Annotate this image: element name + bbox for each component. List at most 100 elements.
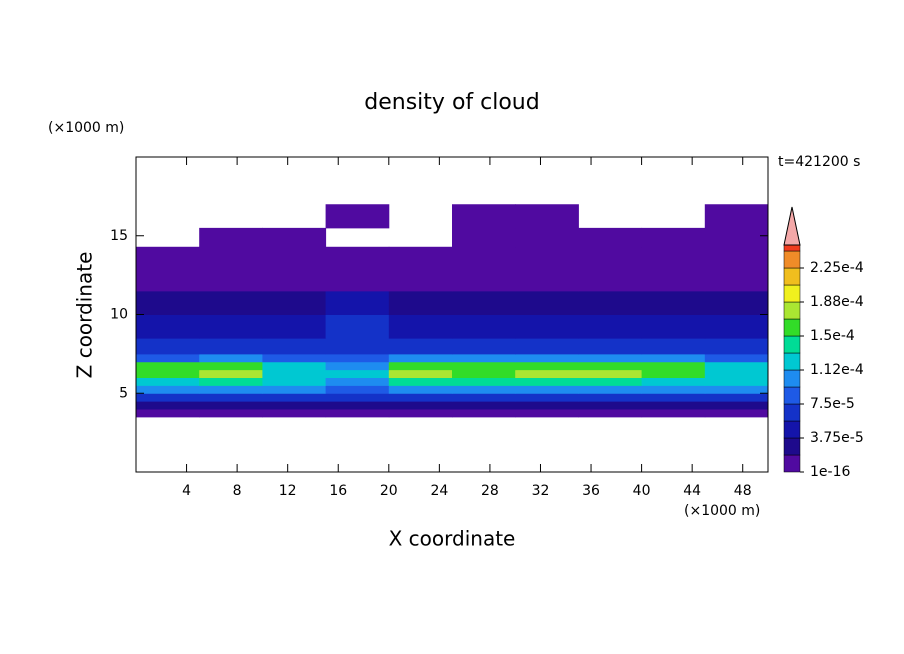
x-tick-label: 16 [329,483,347,499]
contour-cell [704,409,769,418]
contour-cell [136,377,200,386]
x-unit: (×1000 m) [684,503,760,519]
contour-cell [199,290,263,315]
contour-cell [641,246,706,292]
contour-cell [388,401,453,410]
contour-cell [325,369,390,378]
contour-cell [136,338,200,355]
contour-cell [262,314,327,339]
contour-cell [325,377,390,386]
x-tick-label: 28 [481,483,499,499]
contour-cell [515,353,579,363]
contour-cell [641,369,706,378]
contour-cell [515,290,579,315]
colorbar-overflow [783,206,801,246]
contour-cell [452,361,516,371]
contour-cell [704,204,769,229]
contour-cell [452,204,516,229]
contour-cell [388,385,453,394]
contour-cell [262,385,327,394]
x-tick-label: 24 [430,483,448,499]
contour-cell [136,361,200,371]
contour-cell [641,353,706,363]
contour-cell [704,361,769,371]
contour-cell [578,246,643,292]
y-tick-label: 10 [110,307,128,323]
contour-cell [704,385,769,394]
y-axis-title: Z coordinate [73,252,97,379]
contour-cell [199,227,263,248]
chart-title: density of cloud [364,90,539,115]
contour-cell [641,338,706,355]
colorbar-tick-label: 1.5e-4 [810,328,855,344]
contour-cell [325,393,390,402]
colorbar-band [783,267,801,286]
contour-cell [515,361,579,371]
contour-cell [199,409,263,418]
contour-cell [388,369,453,378]
contour-cell [325,409,390,418]
contour-cell [199,338,263,355]
contour-cell [262,393,327,402]
contour-cell [452,377,516,386]
contour-cell [641,361,706,371]
colorbar-band [783,301,801,320]
contour-cell [325,361,390,371]
colorbar-tick-label: 2.25e-4 [810,260,864,276]
contour-cell [388,290,453,315]
contour-cell [515,393,579,402]
contour-cell [452,314,516,339]
contour-cell [704,227,769,248]
contour-cell [325,338,390,355]
contour-cell [136,393,200,402]
contour-cell [515,377,579,386]
contour-cell [388,393,453,402]
colorbar-band [783,420,801,439]
contour-cell [641,314,706,339]
contour-cell [578,409,643,418]
contour-cell [199,361,263,371]
contour-cell [136,385,200,394]
x-tick-label: 20 [380,483,398,499]
contour-cell [199,314,263,339]
contour-cell [641,393,706,402]
contour-cell [578,361,643,371]
contour-cell [515,314,579,339]
x-axis-title: X coordinate [389,527,516,551]
contour-cell [199,353,263,363]
contour-cell [578,377,643,386]
contour-cell [325,385,390,394]
colorbar-band [783,244,801,252]
contour-cell [704,353,769,363]
contour-cell [641,377,706,386]
x-tick-label: 12 [279,483,297,499]
y-tick-label: 5 [119,385,128,401]
contour-cell [388,409,453,418]
contour-cell [704,393,769,402]
contour-cell [262,361,327,371]
colorbar-band [783,250,801,269]
contour-cell [262,369,327,378]
contour-cell [452,409,516,418]
contour-cell [136,246,200,292]
contour-cell [199,401,263,410]
contour-cell [578,393,643,402]
contour-cell [578,227,643,248]
contour-cell [136,353,200,363]
contour-cell [452,369,516,378]
contour-cell [262,401,327,410]
contour-cell [199,246,263,292]
contour-cell [704,290,769,315]
contour-cell [262,246,327,292]
contour-cell [199,369,263,378]
contour-cell [704,401,769,410]
contour-cell [388,338,453,355]
colorbar-band [783,318,801,337]
contour-cell [325,353,390,363]
x-tick-label: 4 [182,483,191,499]
contour-cell [388,377,453,386]
contour-cell [325,204,390,229]
x-tick-label: 8 [233,483,242,499]
contour-cell [262,227,327,248]
